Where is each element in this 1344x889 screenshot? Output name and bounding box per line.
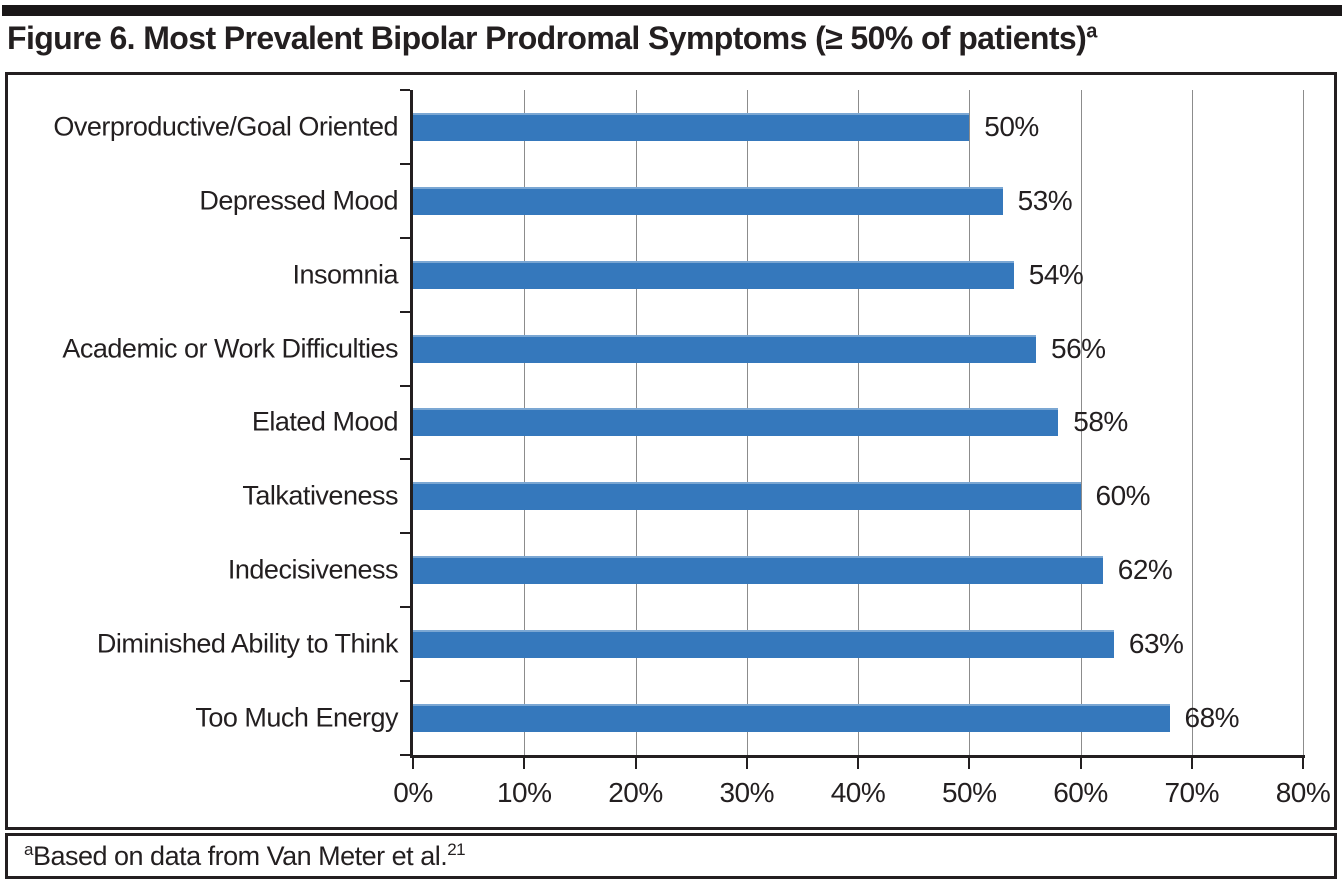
- x-axis-tick-80%: [1302, 758, 1304, 769]
- bar-depressed-mood: [413, 186, 1003, 215]
- value-label: 68%: [1184, 702, 1240, 734]
- x-axis-tick-10%: [523, 758, 526, 769]
- bar-academic-or-work-difficulties: [413, 334, 1036, 363]
- y-axis-tick: [400, 310, 410, 313]
- footnote-text: Based on data from Van Meter et al.: [32, 840, 448, 871]
- category-label: Insomnia: [292, 259, 398, 290]
- category-label: Overproductive/Goal Oriented: [53, 111, 398, 142]
- x-axis-tick-30%: [745, 758, 748, 769]
- figure-title-superscript: a: [1086, 20, 1097, 43]
- figure-top-rule: [2, 5, 1342, 16]
- x-axis-tick-label: 0%: [393, 777, 433, 808]
- bar-row: Indecisiveness 62%: [228, 533, 1303, 607]
- category-label: Talkativeness: [242, 480, 398, 511]
- bar-row: Academic or Work Difficulties 56%: [62, 312, 1303, 386]
- x-axis-tick-70%: [1190, 758, 1193, 769]
- figure-title: Figure 6. Most Prevalent Bipolar Prodrom…: [7, 20, 1337, 57]
- y-axis-tick: [400, 458, 410, 461]
- gridline-70%: [1191, 90, 1193, 755]
- x-axis-tick-label: 80%: [1275, 777, 1331, 808]
- x-axis-tick-40%: [857, 758, 859, 769]
- x-axis-tick-60%: [1079, 758, 1082, 769]
- bar-elated-mood: [413, 408, 1059, 437]
- value-label: 54%: [1028, 258, 1084, 290]
- x-axis-tick-label: 50%: [941, 777, 997, 808]
- value-label: 60%: [1095, 480, 1151, 512]
- footnote-line: aBased on data from Van Meter et al.21: [24, 839, 466, 872]
- category-label: Too Much Energy: [195, 702, 398, 733]
- y-axis-tick: [400, 384, 410, 387]
- x-axis-tick-label: 70%: [1164, 777, 1220, 808]
- category-label: Academic or Work Difficulties: [62, 333, 398, 364]
- x-axis-tick-label: 20%: [608, 777, 663, 808]
- x-axis-tick-50%: [968, 758, 971, 769]
- y-axis-tick: [400, 680, 410, 683]
- category-label: Elated Mood: [251, 406, 399, 437]
- y-axis-tick: [400, 89, 410, 91]
- category-label: Depressed Mood: [199, 185, 398, 216]
- footnote-superscript: a: [24, 839, 33, 859]
- figure-title-text: Figure 6. Most Prevalent Bipolar Prodrom…: [7, 20, 1087, 56]
- gridline-60%: [1080, 90, 1082, 755]
- gridline-80%: [1303, 90, 1304, 755]
- category-label: Diminished Ability to Think: [96, 628, 399, 659]
- y-axis-tick: [400, 754, 410, 756]
- x-axis-tick-0%: [412, 758, 414, 769]
- x-axis-tick-label: 60%: [1053, 777, 1108, 808]
- bar-too-much-energy: [413, 704, 1170, 733]
- bar-row: Overproductive/Goal Oriented 50%: [53, 90, 1303, 164]
- footnote-reference: 21: [447, 839, 466, 859]
- y-axis-tick: [400, 162, 410, 165]
- x-axis-tick-20%: [634, 758, 637, 769]
- y-axis-line: [410, 90, 413, 758]
- y-axis-tick: [400, 532, 410, 535]
- y-axis-tick: [400, 606, 410, 609]
- x-axis-tick-label: 10%: [496, 777, 552, 808]
- value-label: 62%: [1117, 554, 1173, 586]
- bar-row: Talkativeness 60%: [242, 459, 1303, 533]
- chart-container: 0% 10% 20% 30% 40% 50% 60% 70% 80% Overproductive…: [5, 72, 1337, 830]
- value-label: 50%: [984, 110, 1039, 142]
- x-axis-line: [410, 755, 1305, 758]
- bar-row: Too Much Energy 68%: [195, 681, 1303, 755]
- bar-row: Insomnia 54%: [292, 238, 1303, 312]
- bar-row: Elated Mood 58%: [252, 386, 1303, 460]
- footnote: aBased on data from Van Meter et al.21: [5, 833, 1337, 879]
- bar-chart-plot-area: 0% 10% 20% 30% 40% 50% 60% 70% 80% Overproductive…: [53, 89, 1331, 808]
- value-label: 56%: [1051, 332, 1106, 364]
- value-label: 63%: [1128, 628, 1184, 660]
- bar-row: Depressed Mood 53%: [199, 164, 1303, 238]
- bar-overproductive-goal-oriented: [413, 112, 970, 141]
- bar-indecisiveness: [413, 556, 1103, 585]
- bar-talkativeness: [413, 482, 1081, 511]
- bar-row: Diminished Ability to Think 63%: [97, 607, 1303, 681]
- category-label: Indecisiveness: [227, 554, 399, 585]
- x-axis-tick-label: 40%: [830, 777, 886, 808]
- value-label: 53%: [1017, 184, 1073, 216]
- x-axis-tick-label: 30%: [719, 777, 775, 808]
- bar-diminished-ability-to-think: [413, 630, 1114, 659]
- value-label: 58%: [1073, 406, 1128, 438]
- bar-insomnia: [413, 260, 1014, 289]
- y-axis-tick: [400, 236, 410, 239]
